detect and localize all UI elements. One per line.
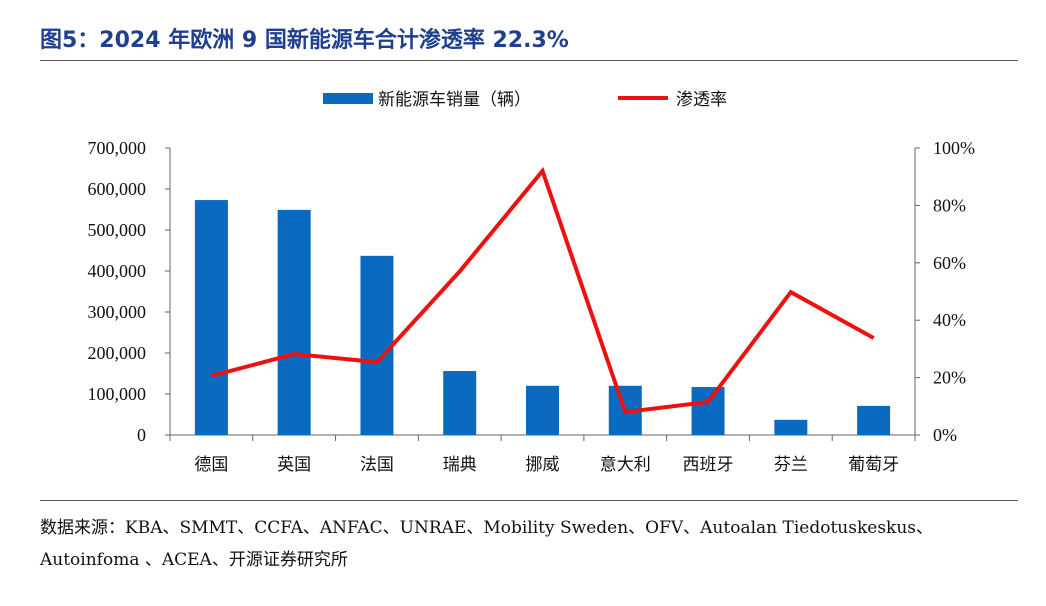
left-tick-label: 700,000 <box>88 138 147 158</box>
figure-title: 图5：2024 年欧洲 9 国新能源车合计渗透率 22.3% <box>40 28 569 53</box>
bar-0 <box>194 200 228 435</box>
x-tick-label: 挪威 <box>526 455 560 475</box>
bar-4 <box>526 385 559 435</box>
x-tick-label: 瑞典 <box>443 455 477 475</box>
bar-1 <box>277 209 311 435</box>
left-tick-label: 300,000 <box>88 302 147 322</box>
bar-7 <box>774 419 808 435</box>
right-tick-label: 0% <box>933 425 957 445</box>
left-tick-label: 0 <box>137 425 146 445</box>
left-tick-label: 500,000 <box>88 220 147 240</box>
legend-bar-swatch <box>323 93 373 104</box>
x-tick-label: 葡萄牙 <box>848 455 899 475</box>
right-tick-label: 20% <box>933 368 966 388</box>
top-divider <box>40 60 1018 61</box>
left-tick-label: 600,000 <box>88 179 147 199</box>
left-tick-label: 400,000 <box>88 261 147 281</box>
right-tick-label: 80% <box>933 195 966 215</box>
right-tick-label: 60% <box>933 253 966 273</box>
bottom-divider <box>40 500 1018 501</box>
x-tick-label: 德国 <box>194 455 228 475</box>
source-note: 数据来源：KBA、SMMT、CCFA、ANFAC、UNRAE、Mobility … <box>40 518 934 570</box>
bar-6 <box>691 387 725 435</box>
x-tick-label: 意大利 <box>600 455 651 475</box>
right-tick-label: 100% <box>933 138 975 158</box>
right-tick-label: 40% <box>933 310 966 330</box>
x-tick-label: 英国 <box>277 455 311 475</box>
legend-bar-label: 新能源车销量（辆） <box>378 90 531 110</box>
left-tick-label: 100,000 <box>88 384 147 404</box>
x-tick-label: 芬兰 <box>774 455 808 475</box>
x-tick-label: 法国 <box>360 455 394 475</box>
x-tick-label: 西班牙 <box>683 455 734 475</box>
legend-line-label: 渗透率 <box>676 90 727 110</box>
bar-3 <box>443 371 477 435</box>
bar-8 <box>857 405 891 435</box>
bar-2 <box>360 255 394 435</box>
penetration-line <box>210 166 875 415</box>
left-tick-label: 200,000 <box>88 343 147 363</box>
